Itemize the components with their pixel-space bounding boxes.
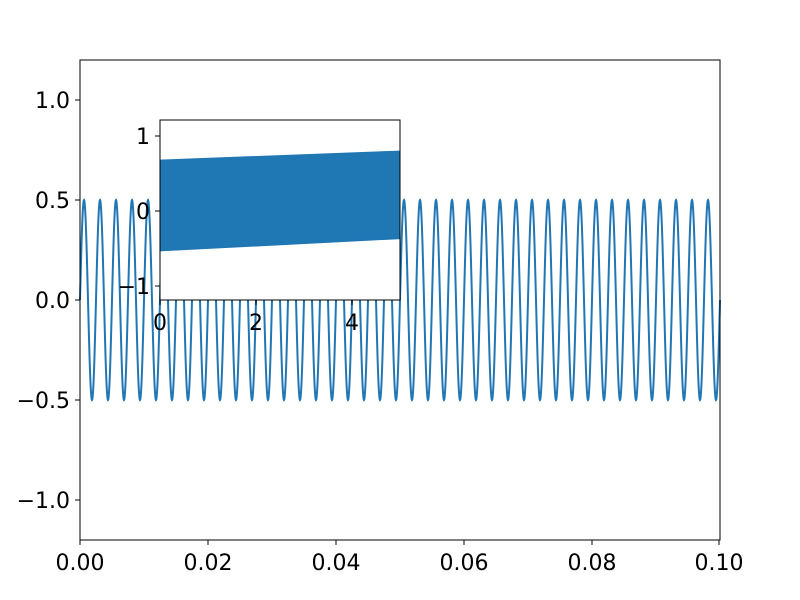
main-y-tick-label: 1.0: [35, 89, 70, 114]
inset-axes-frame: [159, 119, 401, 301]
inset-x-axis: 0 2 4: [153, 300, 359, 336]
main-x-tick-label: 0.08: [568, 551, 617, 576]
main-x-tick-label: 0.02: [184, 551, 233, 576]
inset-axes: 0 2 4 −1 0 1: [118, 119, 401, 336]
main-y-tick-label: −0.5: [17, 389, 70, 414]
main-y-tick-label: 0.0: [35, 289, 70, 314]
inset-y-axis: −1 0 1: [118, 125, 160, 300]
inset-x-tick-label: 4: [345, 311, 359, 336]
main-x-tick-label: 0.00: [56, 551, 105, 576]
inset-x-tick-label: 2: [249, 311, 263, 336]
inset-y-tick-label: −1: [118, 275, 150, 300]
main-y-axis: −1.0 −0.5 0.0 0.5 1.0: [17, 89, 80, 514]
main-x-tick-label: 0.06: [440, 551, 489, 576]
main-y-tick-label: 0.5: [35, 189, 70, 214]
inset-y-tick-label: 0: [136, 200, 150, 225]
main-y-tick-label: −1.0: [17, 489, 70, 514]
main-x-axis: 0.00 0.02 0.04 0.06 0.08 0.10: [56, 540, 744, 576]
main-x-tick-label: 0.04: [312, 551, 361, 576]
inset-x-tick-label: 0: [153, 311, 167, 336]
inset-oscillation-band: [159, 150, 401, 252]
inset-series-group: [159, 150, 401, 252]
main-x-tick-label: 0.10: [695, 551, 744, 576]
inset-y-tick-label: 1: [136, 125, 150, 150]
